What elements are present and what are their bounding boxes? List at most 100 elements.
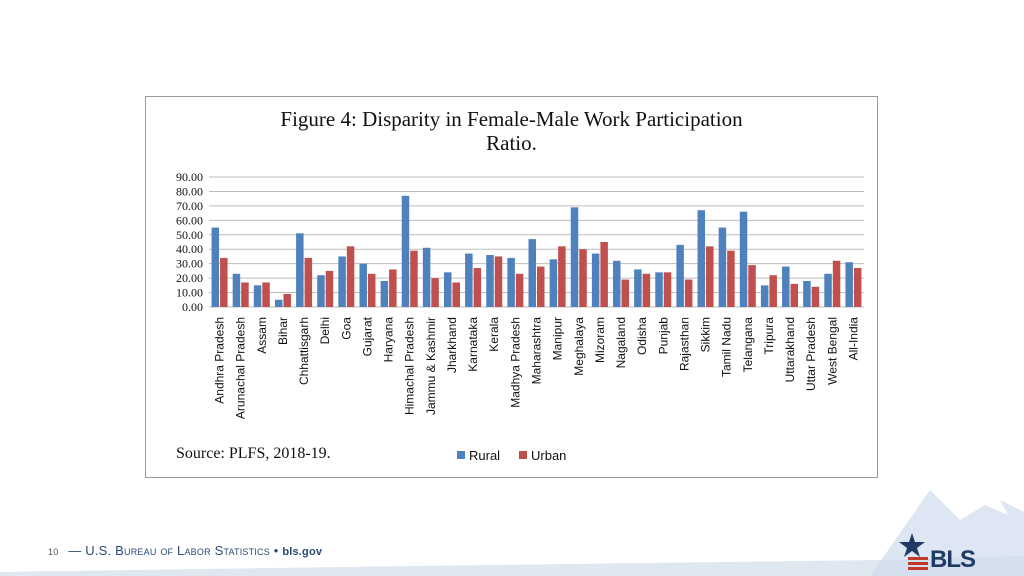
bar-rural [676,244,684,307]
bar-urban [389,269,397,307]
x-tick-label: Gujarat [360,316,374,356]
trend-arrow-graphic [870,490,1024,576]
bar-rural [760,285,769,307]
x-tick-label: Delhi [318,317,332,344]
y-tick-label: 80.00 [176,184,203,198]
x-tick-label: All-India [846,317,860,361]
bar-urban [367,273,376,307]
bar-rural [486,255,494,307]
bar-rural [528,239,536,307]
bar-urban [748,265,756,307]
y-tick-label: 30.00 [176,257,203,271]
bar-rural [655,272,663,307]
x-tick-label: Nagaland [614,317,628,368]
x-tick-label: Arunachal Pradesh [234,317,248,419]
bar-rural [570,207,579,307]
bar-rural [697,210,706,307]
x-tick-label: Haryana [382,317,396,363]
bar-urban [684,279,693,307]
bar-urban [790,283,799,307]
bar-rural [422,247,431,307]
bar-rural [465,253,473,307]
x-tick-label: Bihar [276,317,290,345]
x-tick-label: Karnataka [466,317,480,372]
y-tick-label: 90.00 [176,170,203,184]
bar-rural [613,260,621,307]
x-tick-label: Mizoram [593,317,607,363]
bar-urban [811,286,820,307]
bar-rural [591,253,600,307]
bar-urban [558,246,566,307]
bar-urban [262,282,270,307]
bar-urban [853,268,862,307]
bar-urban [473,268,482,307]
x-tick-label: Manipur [551,317,565,360]
x-tick-label: Chhattisgarh [297,317,311,385]
x-tick-label: Odisha [635,317,649,355]
legend-label-rural: Rural [469,448,500,463]
bar-rural [317,275,325,307]
x-tick-label: Jharkhand [445,317,459,373]
chart-source: Source: PLFS, 2018-19. [176,445,331,462]
bar-urban [220,257,228,307]
bar-rural [232,273,241,307]
x-tick-label: Himachal Pradesh [403,317,417,415]
bar-chart: 0.0010.0020.0030.0040.0050.0060.0070.008… [176,170,864,463]
x-tick-label: West Bengal [825,317,839,385]
y-tick-label: 40.00 [176,242,203,256]
chart-title: Figure 4: Disparity in Female-Male Work … [186,107,837,155]
bar-urban [515,273,524,307]
bar-rural [507,257,515,307]
chart-title-line-1: Figure 4: Disparity in Female-Male Work … [280,107,743,131]
bar-rural [296,233,304,307]
bar-urban [663,272,672,307]
bar-rural [401,195,410,307]
bar-urban [241,282,249,307]
bar-urban [431,278,439,307]
y-tick-label: 0.00 [182,300,203,314]
bar-rural [782,266,790,307]
page-number: 10 [48,547,59,557]
legend-swatch-rural [457,451,465,459]
bar-urban [600,242,608,307]
bar-urban [621,279,630,307]
x-tick-label: Punjab [656,317,670,355]
bar-urban [769,275,777,307]
bar-rural [549,259,558,307]
y-tick-label: 70.00 [176,199,203,213]
x-tick-label: Kerala [487,317,501,352]
bls-star-icon [899,533,928,570]
bar-rural [274,299,283,307]
x-tick-label: Goa [339,317,353,340]
x-tick-label: Madhya Pradesh [508,317,522,408]
bls-logo-text: BLS [930,546,976,573]
x-tick-label: Tamil Nadu [720,317,734,377]
legend-swatch-urban [519,451,527,459]
bar-rural [359,263,367,307]
bar-urban [537,266,545,307]
bar-urban [325,270,334,307]
x-tick-label: Rajasthan [677,317,691,371]
legend-label-urban: Urban [531,448,566,463]
bar-urban [706,246,714,307]
bar-urban [346,246,355,307]
bar-urban [727,250,735,307]
x-tick-label: Uttar Pradesh [804,317,818,391]
bar-urban [410,250,418,307]
bar-urban [579,249,587,307]
bar-urban [452,282,460,307]
bar-rural [253,285,262,307]
bar-urban [283,294,291,307]
chart-title-line-2: Ratio. [486,131,537,155]
footer-site-link[interactable]: bls.gov [282,546,323,558]
bar-rural [824,273,832,307]
chart-frame: Figure 4: Disparity in Female-Male Work … [145,96,878,478]
footer-agency: — U.S. Bureau of Labor Statistics • [68,543,279,558]
x-tick-label: Uttarakhand [783,317,797,382]
x-tick-label: Andhra Pradesh [213,317,227,404]
footer: 10 — U.S. Bureau of Labor Statistics • b… [48,543,322,558]
y-tick-label: 20.00 [176,271,203,285]
bar-rural [718,227,727,307]
bar-rural [338,256,346,307]
